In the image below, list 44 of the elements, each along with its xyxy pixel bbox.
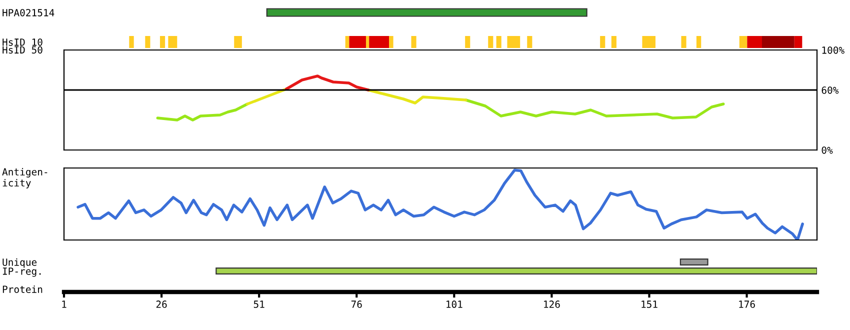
bar: [611, 36, 616, 48]
bar: [642, 36, 656, 48]
x-tick-label: 26: [156, 300, 167, 308]
bar: [234, 36, 242, 48]
bar: [488, 36, 494, 48]
bar: [349, 36, 366, 48]
bar: [129, 36, 134, 48]
bar: [681, 36, 686, 48]
bar: [527, 36, 532, 48]
bar: [739, 36, 748, 48]
y-axis-title: HsID 50: [2, 46, 42, 54]
bar: [345, 36, 350, 48]
y-tick-label: HsID 10: [2, 38, 42, 46]
x-tick-label: 126: [544, 300, 560, 308]
bar: [168, 36, 178, 48]
bar: [794, 36, 802, 48]
bar: [762, 36, 794, 48]
bar: [160, 36, 166, 48]
x-tick-label: 176: [739, 300, 755, 308]
y-tick-label: Unique: [2, 258, 37, 268]
y-tick-label: 100%: [822, 46, 844, 54]
x-tick-label: 151: [642, 300, 658, 308]
y-axis-title: Antigen- icity: [2, 168, 48, 188]
bar: [369, 36, 389, 48]
bar: [366, 36, 370, 48]
y-tick-label: HPA021514: [2, 9, 54, 16]
x-tick-label: 76: [351, 300, 362, 308]
bar: [465, 36, 470, 48]
y-tick-label: IP-reg.: [2, 268, 41, 277]
x-tick-label: 101: [446, 300, 462, 308]
bar: [389, 36, 394, 48]
y-tick-label: 60%: [822, 86, 839, 94]
bar: [411, 36, 416, 48]
bar: [696, 36, 702, 48]
x-tick-label: 1: [62, 300, 66, 308]
bar: [600, 36, 606, 48]
bar: [507, 36, 520, 48]
bar: [496, 36, 502, 48]
bar: [145, 36, 150, 48]
x-axis-title: Protein: [2, 285, 42, 293]
y-tick-label: 0%: [822, 146, 833, 154]
line-series: [285, 74, 370, 92]
x-tick-label: 51: [254, 300, 264, 308]
bar: [747, 36, 762, 48]
